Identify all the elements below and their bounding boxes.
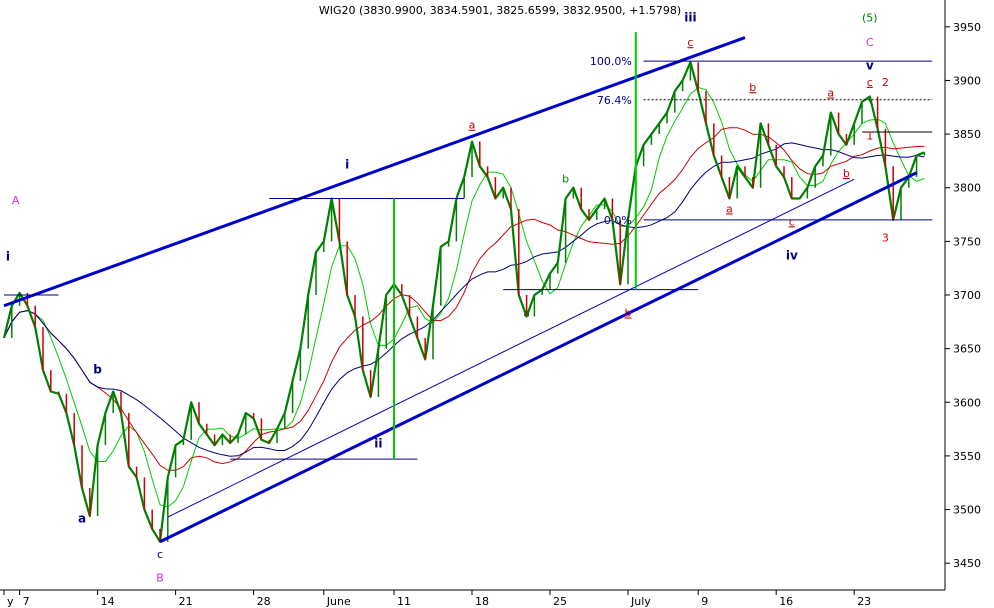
wave-label: A — [12, 194, 20, 207]
y-axis: 3450 3500 3550 3600 3650 3700 3750 3800 3850 3900… — [944, 0, 981, 590]
wave-label: 1 — [866, 129, 873, 142]
x-tick-label: July — [630, 595, 651, 608]
wave-label: a — [523, 306, 530, 319]
x-tick-label: 23 — [857, 595, 871, 608]
trend-channel-line — [159, 171, 918, 544]
x-tick-label: y — [7, 595, 14, 608]
x-tick-label: 9 — [701, 595, 708, 608]
x-tick-label: 16 — [779, 595, 793, 608]
wave-label: a — [827, 87, 834, 100]
x-tick-label: 14 — [101, 595, 115, 608]
y-tick-label: 3650 — [953, 343, 981, 356]
wave-label: i — [6, 250, 10, 264]
wave-label: C — [866, 36, 874, 49]
wave-label: a — [726, 202, 733, 215]
chart-title: WIG20 (3830.9900, 3834.5901, 3825.6599, … — [319, 4, 681, 17]
wave-label: b — [93, 362, 102, 376]
y-tick-label: 3750 — [953, 235, 981, 248]
fib-level-label: 0.0% — [604, 214, 632, 227]
trend-channel-line — [3, 36, 746, 308]
wave-label: c — [789, 215, 795, 228]
wave-label: c — [157, 548, 163, 561]
x-tick-label: 21 — [179, 595, 193, 608]
x-tick-label: 28 — [257, 595, 271, 608]
fib-level-label: 76.4% — [597, 94, 632, 107]
trend-channel-line — [167, 178, 855, 518]
wave-label: 2 — [882, 76, 889, 89]
y-tick-label: 3900 — [953, 74, 981, 87]
y-tick-label: 3600 — [953, 396, 981, 409]
wave-label: c — [867, 76, 873, 89]
y-tick-label: 3500 — [953, 504, 981, 517]
x-tick-label: 11 — [397, 595, 411, 608]
x-tick-label: 18 — [475, 595, 489, 608]
fib-level-label: 100.0% — [590, 55, 632, 68]
y-tick-label: 3550 — [953, 450, 981, 463]
wave-label: v — [866, 59, 874, 73]
x-axis: y 7 14 21 28 June 11 18 25 July 9 16 23 — [0, 589, 945, 608]
y-tick-label: 3850 — [953, 128, 981, 141]
wave-label: i — [345, 157, 349, 171]
x-tick-label: 7 — [23, 595, 30, 608]
y-tick-label: 3700 — [953, 289, 981, 302]
y-tick-label: 3950 — [953, 21, 981, 34]
price-line — [2, 61, 925, 543]
wave-label: a — [469, 119, 476, 132]
moving-average-line — [3, 127, 925, 471]
wave-label: b — [625, 306, 632, 319]
wave-label: (5) — [862, 11, 878, 24]
y-tick-label: 3800 — [953, 182, 981, 195]
wave-label: iv — [786, 249, 798, 263]
x-tick-label: 25 — [553, 595, 567, 608]
wave-label: a — [78, 511, 86, 525]
wave-label: b — [843, 167, 850, 180]
moving-average-line — [3, 86, 925, 508]
wave-label: b — [749, 81, 756, 94]
wave-label: iii — [684, 10, 696, 24]
wave-label: c — [687, 36, 693, 49]
x-tick-label: June — [326, 595, 351, 608]
y-tick-label: 3450 — [953, 557, 981, 570]
wave-label: 3 — [882, 231, 889, 244]
wave-label: b — [562, 172, 569, 185]
wave-label: ii — [374, 436, 382, 450]
wave-label: B — [156, 571, 164, 584]
